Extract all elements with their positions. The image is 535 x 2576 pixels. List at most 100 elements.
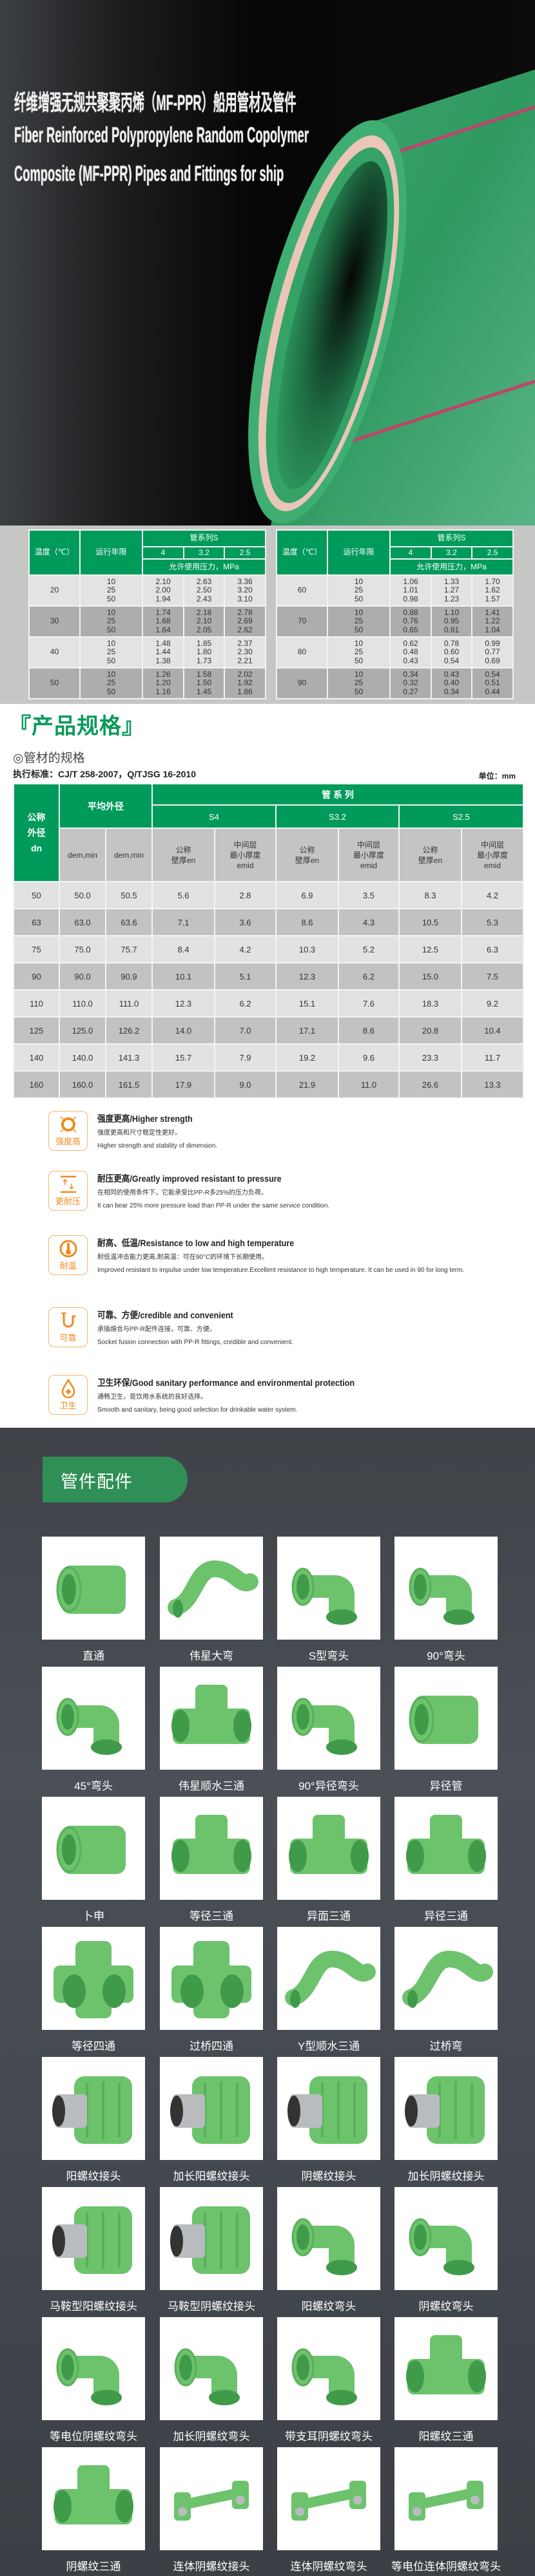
fitting-label: 等电位阴螺纹弯头 <box>50 2430 137 2443</box>
spec-cell: 9.2 <box>460 989 525 1018</box>
header-line: emid <box>360 860 377 870</box>
spec-cell: 110 <box>13 989 60 1018</box>
fitting-card[interactable] <box>277 1797 380 1900</box>
fitting-card[interactable] <box>42 1797 145 1900</box>
table-row: 40 10 25 50 1.48 1.44 1.38 1.85 1.80 1.73 2.37 2.30… <box>28 636 267 668</box>
cell-value: 1.16 <box>155 687 171 696</box>
cell-value: 2.02 <box>237 669 253 679</box>
feature-badge: 卫生 <box>48 1375 88 1415</box>
spec-cell: 7.6 <box>338 989 400 1018</box>
spec-unit: 单位：mm <box>478 772 516 781</box>
feature-desc-en: Higher strength and stability of dimensi… <box>97 1142 218 1150</box>
en-header: 公称 壁厚en <box>398 828 462 882</box>
cell-value: 50 <box>354 594 364 603</box>
fitting-card[interactable] <box>160 1667 263 1770</box>
table-row: 80 10 25 50 0.62 0.48 0.43 0.78 0.60 0.54 0.99 0.77… <box>276 636 514 668</box>
fitting-card[interactable] <box>160 2057 263 2160</box>
spec-cell: 90 <box>13 962 60 990</box>
cell-value: 2.37 <box>237 638 253 648</box>
spec-cell: 20.8 <box>398 1016 462 1045</box>
spec-standard: 执行标准：CJ/T 258-2007，Q/TJSG 16-2010 <box>13 769 197 779</box>
feature-desc-en: Smooth and sanitary, being good selectio… <box>97 1406 298 1414</box>
pressure-arrows-icon <box>60 1175 76 1193</box>
fitting-card[interactable] <box>394 2317 498 2420</box>
header-line: 外径 <box>27 828 46 838</box>
table-row: 160 160.0 161.5 17.9 9.0 21.9 11.0 26.6 13.3 <box>13 1070 525 1099</box>
fitting-card[interactable] <box>277 1927 380 2030</box>
fitting-card[interactable] <box>394 1537 498 1640</box>
table-row: 50 50.0 50.5 5.6 2.8 6.9 3.5 8.3 4.2 <box>13 881 525 909</box>
fitting-card[interactable] <box>42 2057 145 2160</box>
fitting-card[interactable] <box>42 1537 145 1640</box>
cell-value: 1.80 <box>196 647 212 657</box>
spec-cell: 4.3 <box>338 908 400 936</box>
fitting-card[interactable] <box>160 1927 263 2030</box>
water-drop-icon <box>61 1379 75 1398</box>
fitting-card[interactable] <box>394 2057 498 2160</box>
spec-cell: 10.3 <box>275 935 339 963</box>
fitting-card[interactable] <box>277 2057 380 2160</box>
fitting-card[interactable] <box>277 1537 380 1640</box>
cell-value: 1.64 <box>155 625 171 634</box>
fitting-card[interactable] <box>160 1537 263 1640</box>
table-row: 70 10 25 50 0.88 0.76 0.65 1.10 0.95 0.81 1.41 1.22… <box>276 605 514 638</box>
spec-cell: 7.0 <box>214 1016 277 1045</box>
cell-value: 0.34 <box>443 687 460 696</box>
cell-value: 0.76 <box>403 616 418 626</box>
temp-cell: 90 <box>276 667 328 699</box>
fitting-card[interactable] <box>42 1667 145 1770</box>
feature-desc-en: Socket fusion connection with PP-R fitti… <box>97 1339 294 1346</box>
spec-cell: 12.5 <box>398 935 462 963</box>
table-row: 140 140.0 141.3 15.7 7.9 19.2 9.6 23.3 11.7 <box>13 1043 525 1072</box>
fitting-card[interactable] <box>394 1927 498 2030</box>
fitting-card[interactable] <box>42 1927 145 2030</box>
temp-cell: 40 <box>28 636 81 668</box>
fitting-card[interactable] <box>42 2187 145 2290</box>
fitting-card[interactable] <box>160 1797 263 1900</box>
cell-value: 2.00 <box>155 585 171 595</box>
feature-badge: 强度高 <box>48 1111 88 1151</box>
fitting-card[interactable] <box>160 2187 263 2290</box>
fitting-card[interactable] <box>394 1797 498 1900</box>
fitting-card[interactable] <box>277 1667 380 1770</box>
fitting-card[interactable] <box>42 2447 145 2550</box>
fitting-card[interactable] <box>160 2317 263 2420</box>
fitting-card[interactable] <box>277 2187 380 2290</box>
fitting-label: 直通 <box>83 1650 104 1662</box>
fitting-card[interactable] <box>160 2447 263 2550</box>
fitting-image-elbow <box>291 1698 357 1755</box>
fitting-label: 阴螺纹接头 <box>301 2170 356 2183</box>
cell-value: 1.94 <box>155 594 171 603</box>
spec-cell: 23.3 <box>398 1043 462 1072</box>
fitting-image-cross <box>54 1941 133 2018</box>
fitting-card[interactable] <box>277 2317 380 2420</box>
header-line: 最小厚度 <box>477 850 509 860</box>
fittings-title-badge: 管件配件 <box>43 1457 188 1502</box>
fitting-card[interactable] <box>394 2447 498 2550</box>
cell-value: 10 <box>354 576 364 586</box>
spec-cell: 125 <box>13 1016 60 1045</box>
cell-value: 1.33 <box>443 576 460 586</box>
dem-header: dem,min <box>59 828 106 882</box>
bracket-open: 『 <box>8 714 32 739</box>
feature-desc-cn: 耐低温冲击能力更高,耐高温：可在90°C的环境下长期使用。 <box>97 1254 269 1261</box>
cell-value: 25 <box>106 678 116 688</box>
header-line: emid <box>237 860 254 870</box>
cell-value: 0.48 <box>403 647 418 657</box>
fitting-label: 阳螺纹弯头 <box>301 2300 356 2313</box>
spec-cell: 110.0 <box>59 989 106 1018</box>
fitting-card[interactable] <box>394 1667 498 1770</box>
ring-strength-icon <box>59 1116 77 1133</box>
table-row: 20 10 25 50 2.10 2.00 1.94 2.63 2.50 2.43 3.36 3.20… <box>28 574 267 607</box>
spec-cell: 75.7 <box>105 935 153 963</box>
spec-cell: 125.0 <box>59 1016 106 1045</box>
pressure-table: 温度（℃） 运行年限 管系列S 4 3.2 2.5 允许使用压力，MPa 60 10 25 50 1.… <box>276 529 514 699</box>
feature-title: 可靠、方便/credible and convenient <box>97 1310 233 1320</box>
header-line: 中间层 <box>481 840 505 849</box>
feature-desc-en: Improved resistant to impulse under low … <box>97 1267 465 1274</box>
fitting-card[interactable] <box>277 2447 380 2550</box>
pressure-unit-header: 允许使用压力，MPa <box>389 558 514 576</box>
fitting-card[interactable] <box>394 2187 498 2290</box>
fitting-card[interactable] <box>42 2317 145 2420</box>
cell-value: 1.68 <box>155 616 171 626</box>
